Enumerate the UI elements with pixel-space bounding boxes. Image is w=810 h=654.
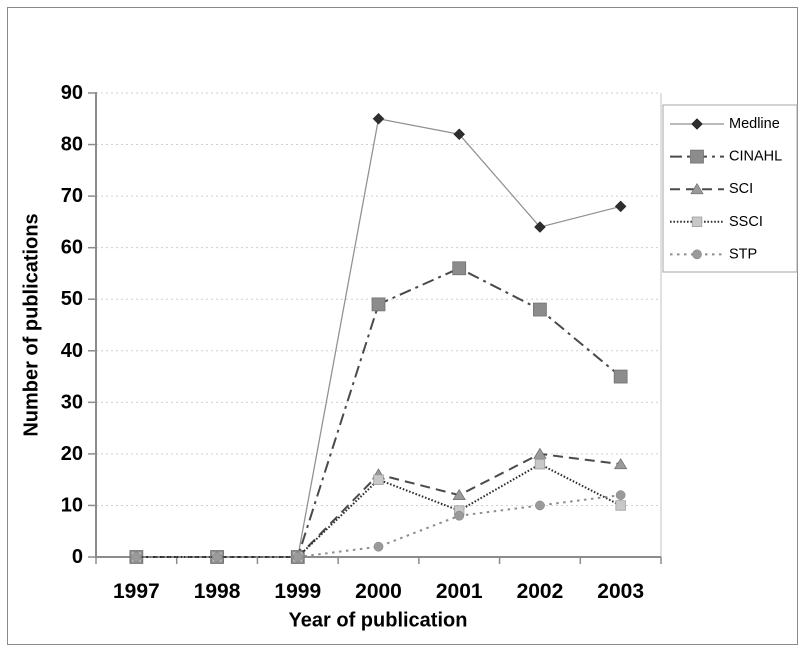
y-axis-title: Number of publications [20,213,43,437]
y-tick-label: 0 [72,546,83,568]
marker-sci-2001 [452,488,466,501]
legend-marker-ssci [691,216,703,227]
legend-label-medline: Medline [729,116,780,132]
marker-stp-1998 [212,552,222,562]
x-tick-label: 1997 [113,580,160,603]
legend-label-ssci: SSCI [729,214,763,230]
marker-cinahl-2001 [452,261,467,276]
y-tick-label: 80 [61,134,83,156]
legend-marker-cinahl [690,149,704,164]
y-tick-label: 60 [61,237,83,259]
series-line-cinahl [136,267,622,558]
series-line-medline [136,118,621,558]
x-tick-label: 1999 [274,580,321,603]
legend-label-sci: SCI [729,181,753,197]
marker-medline-2003 [614,200,627,213]
y-tick-label: 30 [61,391,83,413]
y-tick-label: 90 [61,82,83,104]
marker-stp-2002 [535,500,545,511]
marker-sci-2002 [533,447,547,459]
marker-stp-1997 [131,552,142,562]
x-tick-label: 2003 [597,580,644,603]
y-tick-label: 40 [61,340,83,362]
legend-label-stp: STP [729,246,757,262]
marker-cinahl-2003 [613,369,628,384]
marker-medline-2002 [534,221,546,233]
marker-ssci-2000 [373,474,384,485]
y-tick-label: 50 [61,288,83,310]
marker-medline-2001 [453,128,466,141]
x-tick-label: 2000 [355,580,402,603]
y-tick-label: 20 [61,443,83,465]
marker-stp-2003 [615,490,626,500]
marker-sci-2003 [613,457,628,470]
x-axis-title: Year of publication [288,609,468,632]
marker-cinahl-2002 [533,302,547,317]
marker-ssci-2002 [534,459,546,470]
legend-marker-stp [692,249,702,260]
x-tick-label: 2001 [436,580,483,603]
legend-label-cinahl: CINAHL [729,149,782,165]
legend-marker-medline [691,118,703,130]
y-tick-label: 70 [61,185,83,207]
marker-cinahl-2000 [371,297,386,312]
marker-stp-1999 [292,552,303,562]
x-tick-label: 1998 [194,580,241,603]
marker-medline-2000 [372,112,385,125]
x-tick-label: 2002 [517,580,564,603]
legend-marker-sci [690,182,704,195]
marker-ssci-2003 [615,500,626,511]
marker-stp-2000 [373,541,384,552]
y-tick-label: 10 [61,494,83,516]
legend-box [662,104,798,273]
marker-stp-2001 [454,510,465,521]
